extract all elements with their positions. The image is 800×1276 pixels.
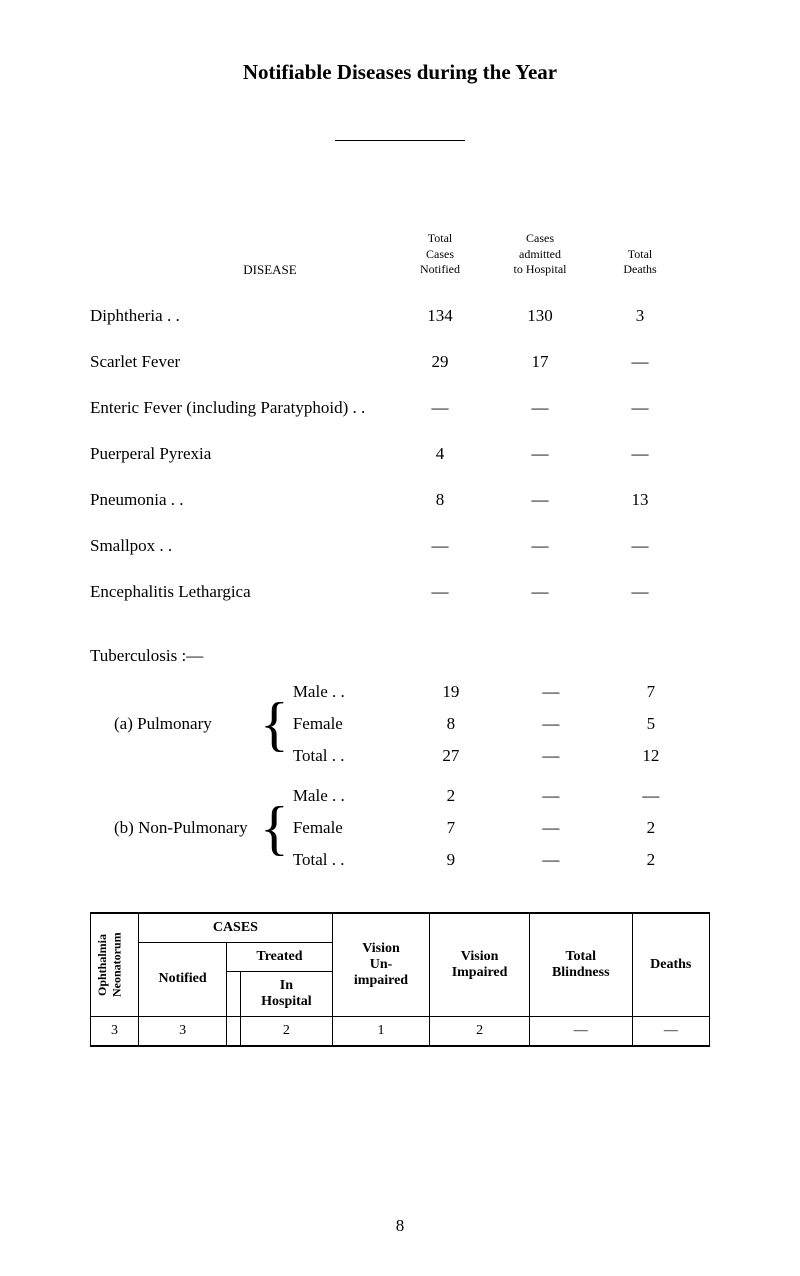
stat-deaths: 3 — [590, 306, 690, 326]
table-row: Pneumonia . . 8 — 13 — [90, 490, 710, 510]
stat-deaths: — — [590, 398, 690, 418]
header-treated-blank — [227, 971, 241, 1016]
header-admitted: Casesadmittedto Hospital — [490, 231, 590, 278]
tb-gender: Female — [289, 714, 399, 734]
tuberculosis-section: Tuberculosis :— (a) Pulmonary { Male . .… — [90, 646, 710, 876]
table-row: Puerperal Pyrexia 4 — — — [90, 444, 710, 464]
stat-deaths: — — [590, 536, 690, 556]
data-vision-unimpaired: 1 — [332, 1016, 429, 1046]
header-notified: Notified — [139, 942, 227, 1016]
header-disease: DISEASE — [90, 262, 390, 278]
header-deaths: TotalDeaths — [590, 247, 690, 278]
stat-admitted: — — [490, 582, 590, 602]
stat-admitted: 130 — [490, 306, 590, 326]
stat-total: 134 — [390, 306, 490, 326]
header-total-cases: TotalCasesNotified — [390, 231, 490, 278]
tb-gender: Total . . — [289, 850, 399, 870]
disease-table: DISEASE TotalCasesNotified Casesadmitted… — [90, 231, 710, 602]
data-treated-blank — [227, 1016, 241, 1046]
header-cases: CASES — [139, 913, 333, 943]
tb-deaths: 12 — [601, 746, 701, 766]
disease-name: Pneumonia . . — [90, 490, 390, 510]
header-treated: Treated — [227, 942, 333, 971]
disease-name: Diphtheria . . — [90, 306, 390, 326]
tb-admitted: — — [501, 714, 601, 734]
tb-admitted: — — [501, 850, 601, 870]
data-deaths: — — [632, 1016, 709, 1046]
disease-name: Enteric Fever (including Paratyphoid) . … — [90, 398, 390, 418]
disease-name: Smallpox . . — [90, 536, 390, 556]
ophthalmia-row-label: OphthalmiaNeonatorum — [91, 913, 139, 1017]
data-in-hospital: 2 — [241, 1016, 333, 1046]
tb-group-nonpulmonary: (b) Non-Pulmonary { Male . . Female Tota… — [90, 780, 710, 876]
header-vision-unimpaired: VisionUn-impaired — [332, 913, 429, 1017]
stat-admitted: — — [490, 490, 590, 510]
data-notified: 3 — [139, 1016, 227, 1046]
stat-total: 4 — [390, 444, 490, 464]
tb-group-pulmonary: (a) Pulmonary { Male . . Female Total . … — [90, 676, 710, 772]
tb-admitted: — — [501, 682, 601, 702]
header-in-hospital: InHospital — [241, 971, 333, 1016]
table-row: Smallpox . . — — — — [90, 536, 710, 556]
tb-total: 27 — [401, 746, 501, 766]
title-divider — [335, 140, 465, 141]
stat-deaths: — — [590, 352, 690, 372]
data-vision-impaired: 2 — [430, 1016, 530, 1046]
stat-deaths: — — [590, 582, 690, 602]
tb-total: 7 — [401, 818, 501, 838]
ophthalmia-table: OphthalmiaNeonatorum CASES VisionUn-impa… — [90, 912, 710, 1047]
stat-admitted: — — [490, 398, 590, 418]
tb-admitted: — — [501, 786, 601, 806]
table-header-row: DISEASE TotalCasesNotified Casesadmitted… — [90, 231, 710, 278]
table-row: Encephalitis Lethargica — — — — [90, 582, 710, 602]
stat-total: 29 — [390, 352, 490, 372]
page-title: Notifiable Diseases during the Year — [90, 60, 710, 85]
stat-deaths: 13 — [590, 490, 690, 510]
tb-rows: Male . . Female Total . . — [289, 780, 401, 876]
tb-admitted: — — [501, 746, 601, 766]
data-total-blindness: — — [529, 1016, 632, 1046]
disease-name: Puerperal Pyrexia — [90, 444, 390, 464]
tb-gender: Female — [289, 818, 399, 838]
tb-deaths: — — [601, 786, 701, 806]
table-row: Enteric Fever (including Paratyphoid) . … — [90, 398, 710, 418]
stat-deaths: — — [590, 444, 690, 464]
header-deaths: Deaths — [632, 913, 709, 1017]
header-vision-impaired: VisionImpaired — [430, 913, 530, 1017]
stat-admitted: — — [490, 444, 590, 464]
header-total-blindness: TotalBlindness — [529, 913, 632, 1017]
tb-deaths: 5 — [601, 714, 701, 734]
tb-deaths: 2 — [601, 818, 701, 838]
tb-total: 2 — [401, 786, 501, 806]
tb-deaths: 2 — [601, 850, 701, 870]
tuberculosis-header: Tuberculosis :— — [90, 646, 710, 666]
tb-total: 8 — [401, 714, 501, 734]
tb-total: 9 — [401, 850, 501, 870]
tb-gender: Total . . — [289, 746, 399, 766]
stat-total: — — [390, 582, 490, 602]
table-row: Scarlet Fever 29 17 — — [90, 352, 710, 372]
tb-gender: Male . . — [289, 682, 399, 702]
tb-stats: 2—— 7—2 9—2 — [401, 780, 710, 876]
stat-total: — — [390, 398, 490, 418]
page-number: 8 — [0, 1216, 800, 1236]
stat-admitted: — — [490, 536, 590, 556]
tb-stats: 19—7 8—5 27—12 — [401, 676, 710, 772]
disease-name: Encephalitis Lethargica — [90, 582, 390, 602]
stat-admitted: 17 — [490, 352, 590, 372]
disease-name: Scarlet Fever — [90, 352, 390, 372]
tb-group-label: (a) Pulmonary — [90, 714, 260, 734]
stat-total: 8 — [390, 490, 490, 510]
table-row: Diphtheria . . 134 130 3 — [90, 306, 710, 326]
tb-group-label: (b) Non-Pulmonary — [90, 818, 260, 838]
tb-admitted: — — [501, 818, 601, 838]
stat-total: — — [390, 536, 490, 556]
tb-total: 19 — [401, 682, 501, 702]
tb-gender: Male . . — [289, 786, 399, 806]
tb-rows: Male . . Female Total . . — [289, 676, 401, 772]
tb-deaths: 7 — [601, 682, 701, 702]
data-row-label: 3 — [91, 1016, 139, 1046]
